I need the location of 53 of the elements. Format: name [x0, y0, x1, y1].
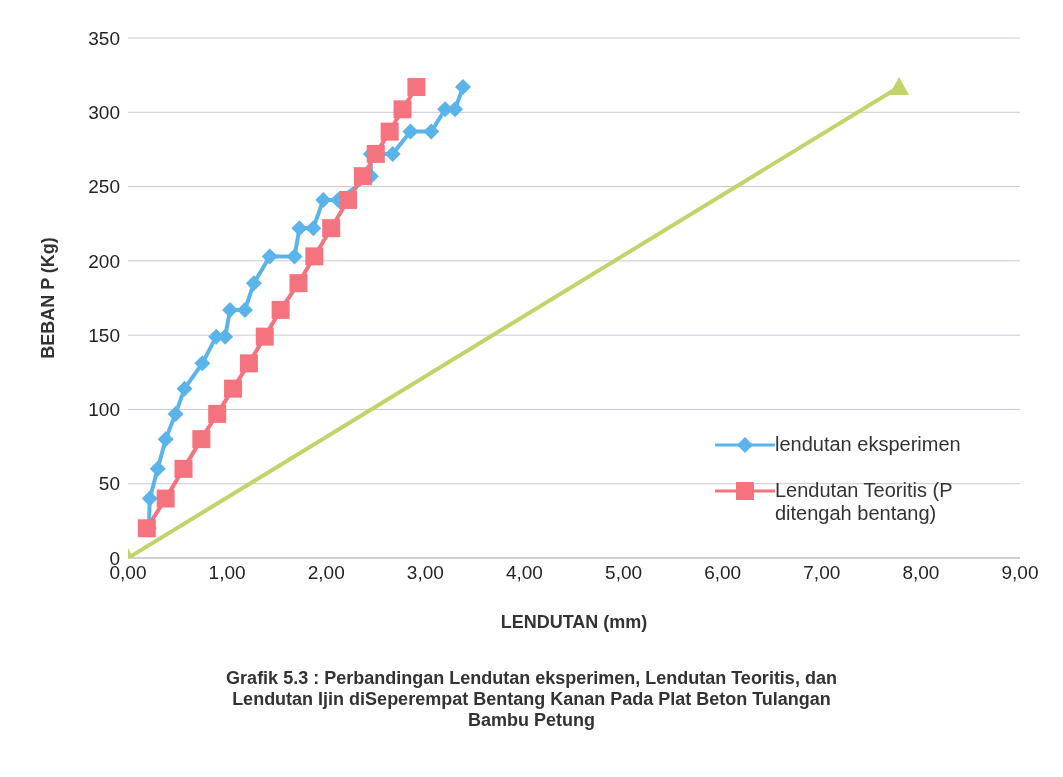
point	[192, 430, 211, 449]
y-tick-label: 100	[88, 399, 120, 421]
point	[141, 490, 158, 507]
legend-label: Lendutan Teoritis (P ditengah bentang)	[775, 479, 954, 525]
point	[255, 327, 274, 346]
point	[339, 190, 358, 209]
point	[176, 380, 193, 397]
point	[407, 78, 426, 97]
point	[194, 355, 211, 372]
point	[305, 247, 324, 266]
x-tick-label: 7,00	[803, 562, 841, 584]
x-tick-label: 4,00	[505, 562, 543, 584]
point	[291, 220, 308, 237]
x-axis-title: LENDUTAN (mm)	[500, 612, 648, 632]
point	[423, 123, 440, 140]
point	[261, 248, 278, 265]
x-tick-label: 6,00	[704, 562, 742, 584]
y-tick-label: 250	[88, 176, 120, 198]
text: Grafik 5.3 : Perbandingan Lendutan eksperimen, Lendutan Teoritis, dan Lendutan Ijin diSeperempat Bentang Kanan Pada Plat Beton Tulangan Bambu Petung	[225, 668, 838, 731]
point	[156, 489, 175, 508]
y-tick-label: 150	[88, 324, 120, 346]
x-tick-label: 3,00	[406, 562, 444, 584]
x-tick-label: 1,00	[208, 562, 246, 584]
point	[167, 405, 184, 422]
x-tick-label: 2,00	[307, 562, 345, 584]
x-tick-label: 9,00	[1001, 562, 1039, 584]
point	[174, 459, 193, 478]
point	[353, 167, 372, 186]
point	[157, 431, 174, 448]
point	[286, 248, 303, 265]
point	[208, 404, 227, 423]
point	[245, 275, 262, 292]
y-tick-label: 300	[88, 102, 120, 124]
x-tick-label: 8,00	[902, 562, 940, 584]
point	[271, 300, 290, 319]
point	[239, 354, 258, 373]
point	[402, 123, 419, 140]
point	[322, 219, 341, 238]
y-tick-label: 350	[88, 27, 120, 49]
x-tick-label: 5,00	[605, 562, 643, 584]
point	[224, 379, 243, 398]
y-axis-title: BEBAN P (Kg)	[38, 237, 59, 359]
point	[393, 100, 412, 119]
point	[305, 220, 322, 237]
point	[366, 144, 385, 163]
point	[455, 79, 471, 96]
point	[289, 274, 308, 293]
y-tick-label: 50	[98, 473, 120, 495]
point	[149, 460, 166, 477]
point	[380, 122, 399, 141]
y-tick-label: 200	[88, 250, 120, 272]
point	[384, 145, 401, 162]
legend-label: lendutan eksperimen	[775, 433, 962, 456]
